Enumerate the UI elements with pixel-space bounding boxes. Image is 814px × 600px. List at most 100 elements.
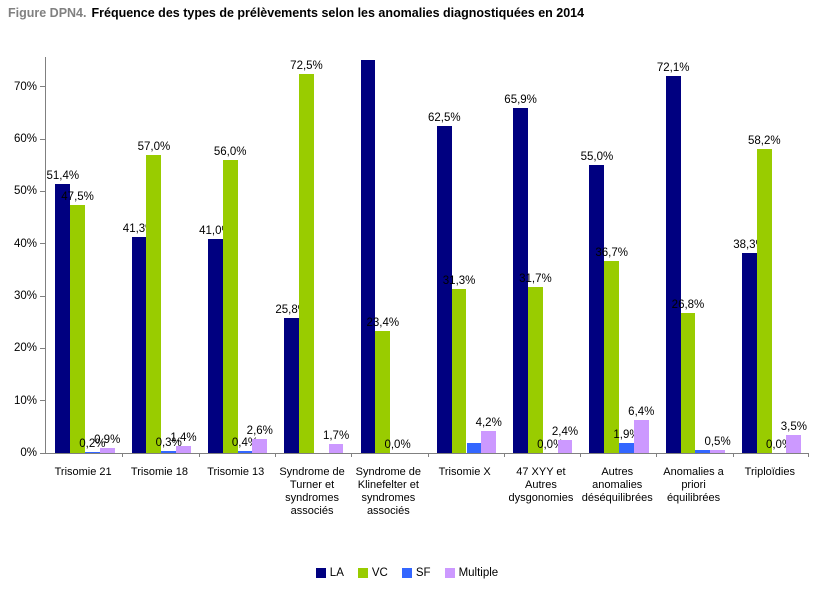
bar-value-label: 47,5% xyxy=(61,190,94,203)
bar-multiple xyxy=(481,431,497,453)
bar-value-label: 2,6% xyxy=(246,425,273,438)
bar-sf xyxy=(619,443,634,453)
bar-value-label: 31,7% xyxy=(519,273,552,286)
y-axis-tick-label: 40% xyxy=(13,237,37,250)
bar-value-label: 0,4% xyxy=(231,436,259,449)
x-axis-category-label: 47 XYY et Autres dysgonomies xyxy=(508,466,574,504)
bar-sf xyxy=(85,451,100,453)
bar-la xyxy=(513,108,528,453)
legend-color-swatch xyxy=(401,568,412,578)
bar-value-label: 31,3% xyxy=(442,275,476,288)
x-axis-tick xyxy=(274,453,276,457)
bar-group: 41,3% 57,0% 0,3% 1,4% xyxy=(122,57,198,453)
legend-item-vc: VC xyxy=(357,567,388,579)
x-axis-category-label: Triploïdies xyxy=(744,466,795,478)
bar-vc xyxy=(222,160,238,453)
y-axis-tick xyxy=(40,86,45,88)
bar-vc xyxy=(680,312,696,453)
bar-value-label: 23,4% xyxy=(366,316,400,329)
legend-color-swatch xyxy=(444,568,455,578)
bar-value-label: 0,0% xyxy=(537,439,564,451)
bar-vc xyxy=(451,289,467,453)
bar-value-label: 0,0% xyxy=(384,439,411,451)
x-axis-tick xyxy=(351,453,353,457)
bar-vc xyxy=(527,287,543,453)
bar-group: 62,5% 31,3% 4,2% xyxy=(428,57,504,453)
x-axis-category-label: Trisomie 21 xyxy=(54,466,112,478)
x-axis-category-label: Anomalies a priori équilibrées xyxy=(663,466,724,504)
y-axis-tick xyxy=(40,243,45,245)
bar-la xyxy=(742,252,757,453)
y-axis-tick xyxy=(40,190,45,192)
y-axis-tick xyxy=(40,400,45,402)
bar-vc xyxy=(375,330,391,453)
bar-value-label: 0,3% xyxy=(155,437,182,450)
bar-la xyxy=(360,60,376,453)
bar-group: 41,0% 56,0% 0,4% 2,6% xyxy=(199,57,275,453)
bar-sf xyxy=(237,450,253,453)
bar-group: 51,4% 47,5% 0,2% 0,9% xyxy=(46,57,122,453)
bar-sf xyxy=(695,450,711,453)
bar-value-label: 0,2% xyxy=(79,437,106,450)
bar-group: 72,1% 26,8% 0,5% xyxy=(656,57,732,453)
bar-value-label: 57,0% xyxy=(137,140,171,153)
x-axis-tick xyxy=(808,453,809,457)
bar-value-label: 55,0% xyxy=(580,151,614,164)
bar-value-label: 0,5% xyxy=(704,436,731,449)
bar-group: 25,8% 72,5% 1,7% xyxy=(275,57,351,453)
legend: LA VC SF Multiple xyxy=(0,567,814,579)
figure-title: Figure DPN4. Fréquence des types de prélè… xyxy=(8,6,584,20)
y-axis-tick-label: 30% xyxy=(13,290,37,303)
bar-value-label: 1,4% xyxy=(170,431,197,444)
bar-value-label: 1,9% xyxy=(613,429,640,442)
y-axis-tick-label: 0% xyxy=(20,447,37,459)
legend-item-multiple: Multiple xyxy=(444,567,498,579)
figure-number: Figure DPN4. xyxy=(8,6,87,20)
bar-la xyxy=(284,318,300,453)
bar-value-label: 1,7% xyxy=(322,430,350,443)
y-axis-tick xyxy=(40,452,45,454)
y-axis-tick-label: 70% xyxy=(13,80,37,93)
bar-multiple xyxy=(252,439,268,453)
bar-multiple xyxy=(176,445,191,453)
x-axis-tick xyxy=(656,453,658,457)
bar-multiple xyxy=(557,440,573,453)
bar-value-label: 72,5% xyxy=(290,59,323,72)
bar-multiple xyxy=(633,419,649,453)
bar-la xyxy=(665,75,681,453)
y-axis-tick xyxy=(40,295,45,297)
legend-color-swatch xyxy=(357,568,368,578)
bar-value-label: 58,2% xyxy=(747,134,781,147)
bar-vc xyxy=(146,154,162,453)
bar-multiple xyxy=(328,444,344,453)
x-axis-tick xyxy=(427,453,429,457)
x-axis-category-label: Trisomie X xyxy=(438,466,491,478)
bar-multiple xyxy=(710,450,725,453)
x-axis-category-label: Syndrome de Klinefelter et syndromes ass… xyxy=(355,466,422,517)
bar-group: 23,4% 0,0% xyxy=(351,57,427,453)
legend-item-la: LA xyxy=(315,567,344,579)
plot-area: 0% 10% 20% 30% 40% 50% 60% 70% 51,4% 47,5% 0,2% 0,9… xyxy=(14,57,809,459)
bar-vc xyxy=(299,73,314,453)
bar-vc xyxy=(756,148,772,453)
bar-multiple xyxy=(786,434,802,453)
x-axis-tick xyxy=(198,453,200,457)
bar-value-label: 4,2% xyxy=(475,417,502,430)
bar-value-label: 2,4% xyxy=(551,426,579,439)
bar-la xyxy=(589,165,605,453)
bar-value-label: 65,9% xyxy=(504,94,537,107)
bar-value-label: 62,5% xyxy=(428,112,461,125)
bar-group: 55,0% 36,7% 1,9% 6,4% xyxy=(580,57,656,453)
y-axis-tick xyxy=(40,138,45,140)
bar-la xyxy=(436,126,452,453)
bar-value-label: 0,9% xyxy=(94,434,121,447)
bar-value-label: 56,0% xyxy=(213,146,247,159)
bar-vc xyxy=(604,261,620,453)
bar-la xyxy=(55,184,71,453)
x-axis-tick xyxy=(580,453,582,457)
x-axis-category-label: Syndrome de Turner et syndromes associés xyxy=(279,466,345,517)
bar-sf xyxy=(466,442,482,453)
x-axis-category-label: Trisomie 18 xyxy=(130,466,188,478)
bar-multiple xyxy=(99,448,115,453)
